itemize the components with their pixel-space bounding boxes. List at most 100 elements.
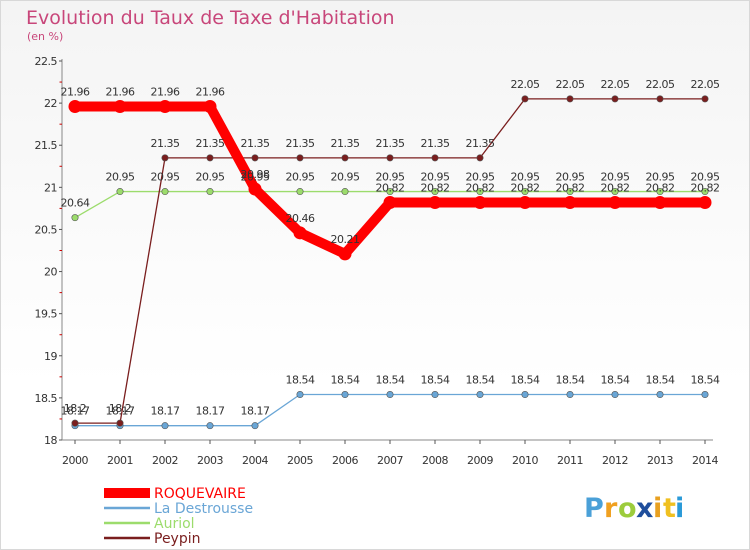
series-point-2 — [341, 188, 349, 196]
data-label: 21.35 — [331, 137, 360, 150]
x-tick-label: 2012 — [602, 454, 628, 467]
data-label: 20.64 — [61, 197, 90, 210]
series-point-2 — [656, 188, 664, 196]
data-label: 20.82 — [511, 181, 540, 194]
data-labels: 21.96 21.96 21.96 21.96 20.98 20.46 20.21 20.82… — [61, 78, 721, 418]
data-label: 21.35 — [151, 137, 180, 150]
data-label: 21.35 — [241, 137, 270, 150]
y-tick-label: 20 — [44, 266, 57, 279]
data-label: 18.17 — [196, 405, 225, 418]
y-tick-label: 18.5 — [35, 392, 58, 405]
data-label: 18.54 — [511, 374, 540, 387]
y-tick-label: 20.5 — [35, 223, 58, 236]
series-point-2 — [476, 188, 484, 196]
data-label: 22.05 — [556, 78, 585, 91]
x-tick-label: 2014 — [692, 454, 718, 467]
series-point-1 — [701, 391, 709, 399]
data-label: 20.95 — [421, 171, 450, 184]
x-tick-label: 2005 — [287, 454, 313, 467]
data-label: 18.54 — [601, 374, 630, 387]
data-label: 20.95 — [601, 171, 630, 184]
series-point-3 — [476, 154, 484, 162]
data-label: 20.82 — [601, 181, 630, 194]
legend-label: Peypin — [154, 531, 201, 547]
x-tick-label: 2001 — [107, 454, 133, 467]
series-point-2 — [431, 188, 439, 196]
x-tick-label: 2010 — [512, 454, 538, 467]
data-label: 20.95 — [241, 171, 270, 184]
data-label: 20.95 — [196, 171, 225, 184]
series-point-0 — [473, 195, 487, 209]
x-tick-label: 2002 — [152, 454, 178, 467]
series-point-3 — [431, 154, 439, 162]
data-label: 18.54 — [691, 374, 720, 387]
data-label: 18.54 — [646, 374, 675, 387]
series-point-2 — [296, 188, 304, 196]
series-point-1 — [611, 391, 619, 399]
x-tick-label: 2011 — [557, 454, 583, 467]
data-label: 21.96 — [106, 85, 135, 98]
data-label: 20.21 — [331, 233, 360, 246]
series-point-3 — [611, 95, 619, 103]
data-label: 20.95 — [151, 171, 180, 184]
series-point-2 — [611, 188, 619, 196]
data-label: 18.54 — [466, 374, 495, 387]
legend-label: ROQUEVAIRE — [154, 486, 246, 502]
data-label: 21.35 — [376, 137, 405, 150]
data-label: 20.82 — [466, 181, 495, 194]
data-label: 18.54 — [556, 374, 585, 387]
series-point-1 — [521, 391, 529, 399]
data-label: 18.17 — [61, 405, 90, 418]
series-point-0 — [563, 195, 577, 209]
data-label: 21.35 — [421, 137, 450, 150]
data-label: 20.95 — [376, 171, 405, 184]
series-point-0 — [293, 226, 307, 240]
series-point-3 — [341, 154, 349, 162]
series-markers — [68, 95, 712, 430]
series-point-2 — [161, 188, 169, 196]
series-point-3 — [71, 419, 79, 427]
data-label: 20.95 — [691, 171, 720, 184]
y-tick-label: 22.5 — [35, 55, 58, 68]
series-point-3 — [116, 419, 124, 427]
series-point-2 — [701, 188, 709, 196]
data-label: 18.54 — [286, 374, 315, 387]
data-label: 20.82 — [691, 181, 720, 194]
series-point-1 — [386, 391, 394, 399]
series-point-1 — [656, 391, 664, 399]
data-label: 18.2 — [109, 402, 132, 415]
data-label: 18.54 — [421, 374, 450, 387]
x-tick-label: 2004 — [242, 454, 268, 467]
series-point-2 — [566, 188, 574, 196]
logo-letter: o — [618, 493, 637, 524]
series-point-1 — [296, 391, 304, 399]
series-point-0 — [203, 99, 217, 113]
chart-title: Evolution du Taux de Taxe d'Habitation — [26, 7, 395, 29]
series-point-0 — [383, 195, 397, 209]
data-label: 20.82 — [556, 181, 585, 194]
series-point-0 — [338, 247, 352, 261]
legend-label: Auriol — [154, 516, 195, 532]
y-tick-label: 22 — [44, 97, 57, 110]
data-label: 18.17 — [241, 405, 270, 418]
series-point-1 — [341, 391, 349, 399]
x-tick-label: 2003 — [197, 454, 223, 467]
data-label: 21.35 — [466, 137, 495, 150]
logo-letter: x — [636, 493, 653, 524]
series-point-3 — [296, 154, 304, 162]
series-point-0 — [113, 99, 127, 113]
data-label: 20.95 — [511, 171, 540, 184]
series-point-1 — [566, 391, 574, 399]
series-point-3 — [566, 95, 574, 103]
x-tick-label: 2007 — [377, 454, 403, 467]
series-point-3 — [161, 154, 169, 162]
series-point-2 — [206, 188, 214, 196]
series-point-3 — [656, 95, 664, 103]
data-label: 21.35 — [286, 137, 315, 150]
series-point-0 — [158, 99, 172, 113]
data-label: 18.2 — [64, 402, 87, 415]
logo-letter: P — [584, 493, 604, 524]
data-label: 18.17 — [151, 405, 180, 418]
